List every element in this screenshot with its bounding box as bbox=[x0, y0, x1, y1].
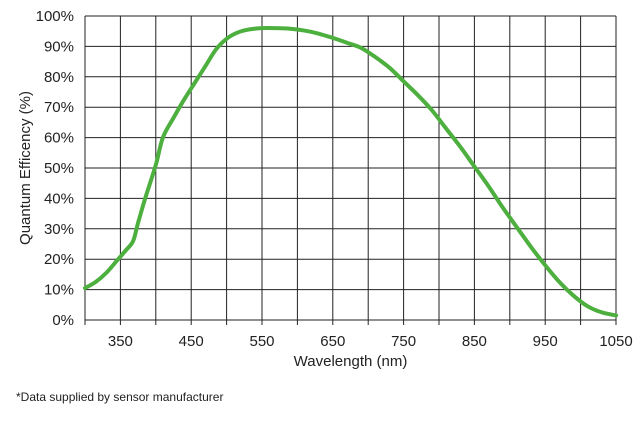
quantum-efficiency-series-line bbox=[83, 26, 618, 318]
x-tick-label: 850 bbox=[462, 333, 487, 350]
y-tick-label: 80% bbox=[44, 69, 74, 86]
x-tick-label: 650 bbox=[320, 333, 345, 350]
y-tick-label: 70% bbox=[44, 99, 74, 116]
x-tick-label: 750 bbox=[391, 333, 416, 350]
x-tick-label: 450 bbox=[179, 333, 204, 350]
footnote: *Data supplied by sensor manufacturer bbox=[16, 390, 224, 404]
y-tick-label: 30% bbox=[44, 221, 74, 238]
y-tick-label: 50% bbox=[44, 160, 74, 177]
y-tick-label: 0% bbox=[52, 312, 74, 329]
x-tick-label: 550 bbox=[249, 333, 274, 350]
y-tick-label: 100% bbox=[36, 8, 74, 25]
y-tick-label: 40% bbox=[44, 190, 74, 207]
y-tick-label: 20% bbox=[44, 251, 74, 268]
x-axis-title: Wavelength (nm) bbox=[294, 353, 408, 370]
x-tick-label: 950 bbox=[533, 333, 558, 350]
x-tick-label: 1050 bbox=[599, 333, 632, 350]
tick-marks bbox=[84, 320, 617, 325]
x-tick-label: 350 bbox=[108, 333, 133, 350]
y-tick-label: 60% bbox=[44, 130, 74, 147]
y-tick-label: 90% bbox=[44, 38, 74, 55]
y-tick-label: 10% bbox=[44, 282, 74, 299]
y-tick-labels: 0% 10% 20% 30% 40% 50% 60% 70% 80% 90% 100% bbox=[36, 8, 74, 329]
y-axis-title: Quantum Efficency (%) bbox=[17, 91, 34, 245]
x-tick-labels: 350 450 550 650 750 850 950 1050 bbox=[108, 333, 633, 350]
grid bbox=[84, 15, 617, 321]
